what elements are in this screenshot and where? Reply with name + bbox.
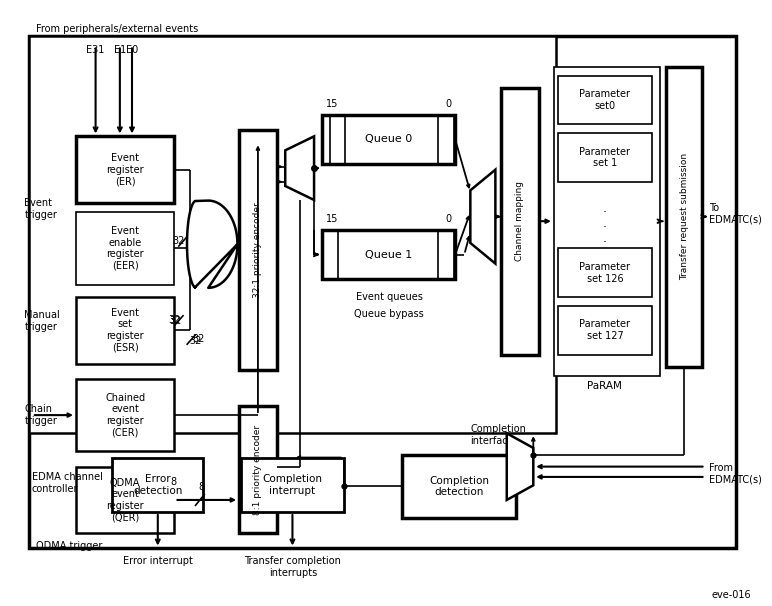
Polygon shape	[470, 170, 496, 264]
Text: QDMA trigger: QDMA trigger	[36, 541, 103, 551]
Text: From
EDMATC(s): From EDMATC(s)	[709, 463, 761, 485]
Text: 32: 32	[168, 315, 181, 325]
Text: 32: 32	[193, 335, 205, 344]
Text: Parameter
set 1: Parameter set 1	[580, 147, 631, 168]
Text: Event
register
(ER): Event register (ER)	[107, 153, 144, 186]
Bar	[239, 406, 277, 533]
Text: Completion
interrupt: Completion interrupt	[262, 474, 323, 496]
Text: Chain
trigger: Chain trigger	[24, 404, 57, 426]
Bar	[557, 76, 652, 124]
Bar	[557, 306, 652, 355]
Bar	[666, 67, 703, 367]
Bar	[29, 36, 736, 548]
Text: Event
enable
register
(EER): Event enable register (EER)	[107, 226, 144, 271]
Text: E1: E1	[113, 45, 126, 56]
Bar	[76, 212, 174, 285]
Text: Parameter
set0: Parameter set0	[580, 89, 631, 111]
Text: 8: 8	[170, 477, 176, 487]
Text: eve-016: eve-016	[712, 590, 751, 600]
Polygon shape	[187, 201, 238, 288]
Text: 8:1 priority encoder: 8:1 priority encoder	[253, 425, 262, 514]
Bar	[323, 230, 455, 279]
Text: E0: E0	[126, 45, 138, 56]
Text: EDMA channel
controller: EDMA channel controller	[32, 472, 103, 494]
Bar	[76, 136, 174, 203]
Text: Completion
detection: Completion detection	[429, 476, 489, 497]
Text: PaRAM: PaRAM	[587, 381, 622, 391]
Bar	[29, 36, 556, 433]
Bar	[323, 115, 455, 164]
Text: 0: 0	[445, 99, 452, 109]
Text: Parameter
set 127: Parameter set 127	[580, 319, 631, 341]
Text: Manual
trigger: Manual trigger	[24, 310, 60, 332]
Text: Event
trigger: Event trigger	[24, 198, 57, 220]
Bar	[241, 458, 344, 512]
Polygon shape	[506, 433, 533, 500]
Text: Transfer completion
interrupts: Transfer completion interrupts	[245, 556, 341, 578]
Bar	[402, 454, 516, 518]
Text: Transfer request submission: Transfer request submission	[680, 153, 689, 280]
Text: 32: 32	[170, 316, 182, 326]
Bar	[557, 248, 652, 297]
Text: Channel mapping: Channel mapping	[515, 181, 524, 261]
Text: 8: 8	[198, 482, 204, 492]
Text: Parameter
set 126: Parameter set 126	[580, 262, 631, 284]
Text: Error
detection: Error detection	[133, 474, 182, 496]
Text: Completion
interface: Completion interface	[470, 424, 527, 446]
Text: From peripherals/external events: From peripherals/external events	[36, 24, 198, 35]
Text: 32: 32	[189, 236, 201, 246]
Bar	[76, 379, 174, 451]
Text: QDMA
event
register
(QER): QDMA event register (QER)	[107, 478, 144, 522]
Text: E31: E31	[86, 45, 105, 56]
Bar	[239, 130, 277, 370]
Text: 32: 32	[172, 236, 185, 246]
Bar	[557, 133, 652, 182]
Text: Event queues: Event queues	[356, 292, 422, 302]
Text: 32:1 priority encoder: 32:1 priority encoder	[253, 202, 262, 298]
Text: Event
set
register
(ESR): Event set register (ESR)	[107, 308, 144, 353]
Bar	[112, 458, 203, 512]
Text: 32: 32	[189, 336, 201, 346]
Bar	[76, 297, 174, 364]
Text: ·
·
·: · · ·	[603, 206, 607, 248]
Text: Error interrupt: Error interrupt	[123, 556, 193, 567]
Bar	[554, 67, 660, 376]
Text: To
EDMATC(s): To EDMATC(s)	[709, 202, 761, 224]
Bar	[501, 88, 539, 355]
Text: 0: 0	[445, 214, 452, 224]
Text: 15: 15	[327, 99, 339, 109]
Bar	[76, 467, 174, 533]
Text: Queue 0: Queue 0	[365, 135, 412, 144]
Text: Chained
event
register
(CER): Chained event register (CER)	[105, 393, 145, 438]
Text: 15: 15	[327, 214, 339, 224]
Text: Queue 1: Queue 1	[365, 250, 412, 259]
Text: Queue bypass: Queue bypass	[354, 309, 424, 319]
Polygon shape	[285, 136, 314, 200]
